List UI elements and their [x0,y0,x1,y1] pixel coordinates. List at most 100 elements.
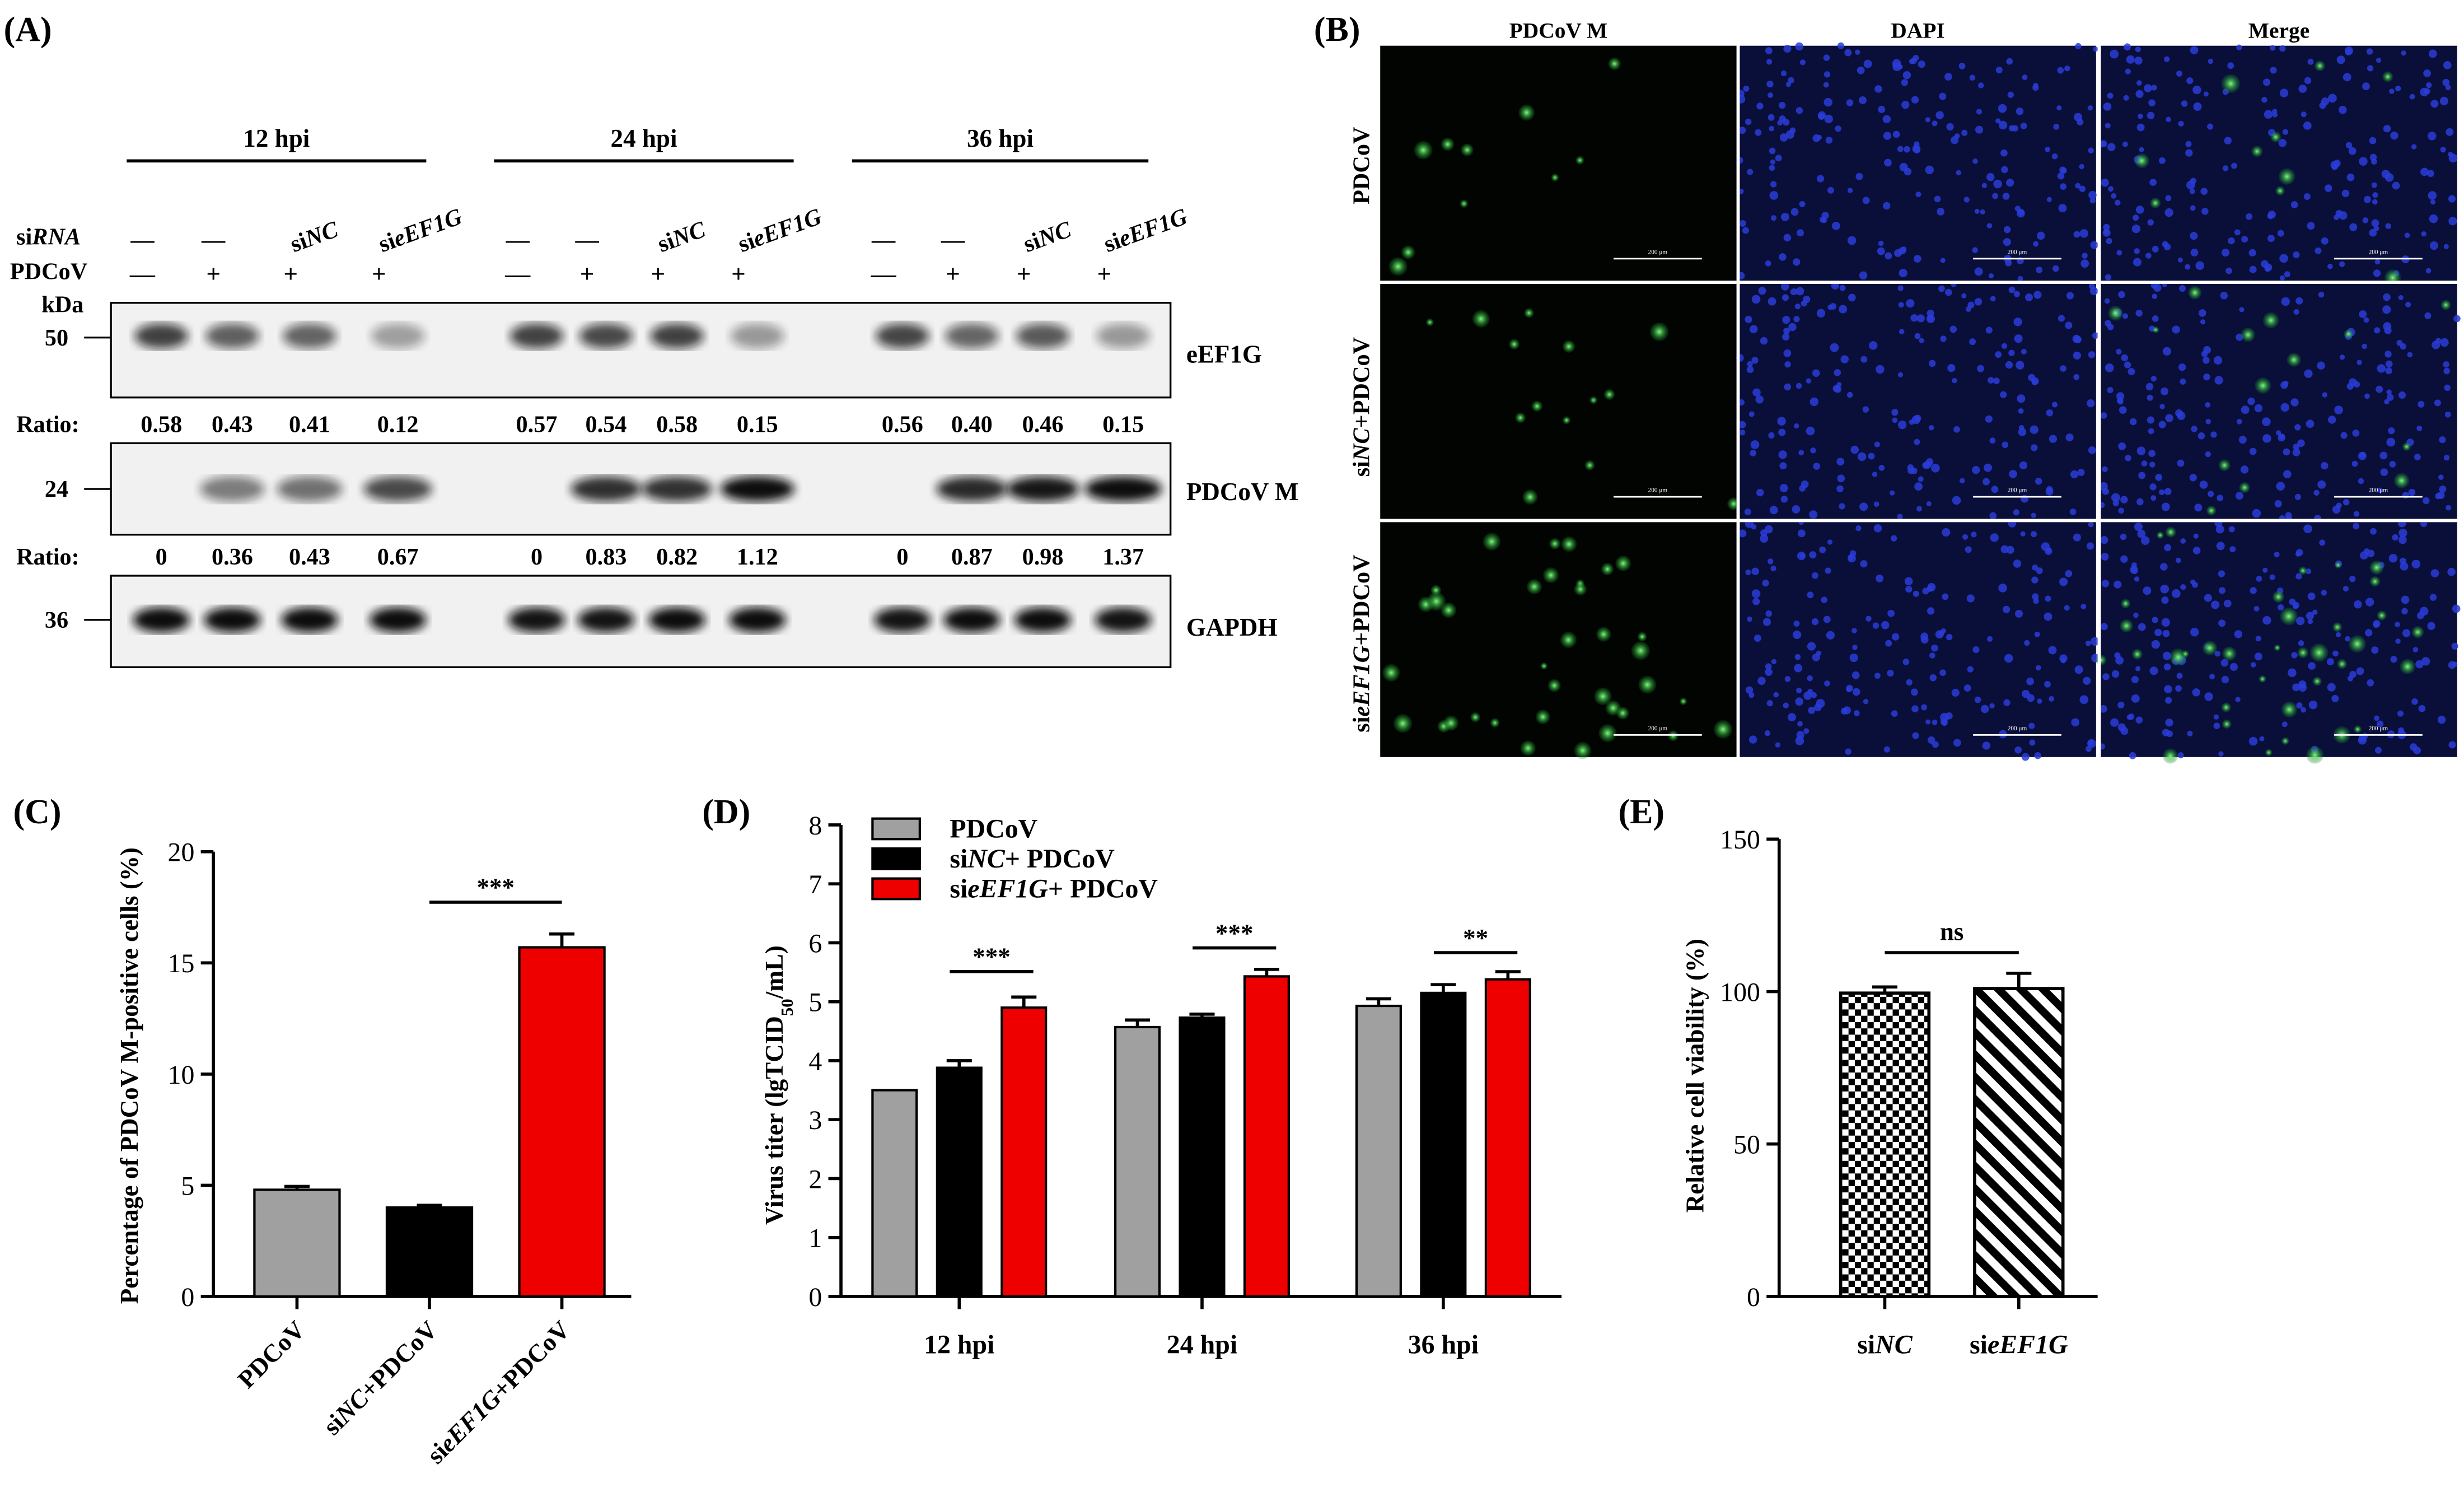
dapi-nucleus [2447,567,2456,576]
dapi-nucleus [1942,528,1951,537]
dapi-nucleus [1811,692,1817,698]
dapi-nucleus [1816,309,1826,318]
dapi-nucleus [1937,208,1945,216]
dapi-nucleus [2118,291,2125,299]
gfp-cell [2315,60,2326,72]
dapi-nucleus [2381,170,2390,179]
gfp-cell [1549,538,1561,549]
dapi-nucleus [2164,544,2172,552]
gfp-cell [2096,655,2107,666]
dapi-nucleus [2135,666,2141,671]
dapi-nucleus [2136,123,2145,132]
dapi-nucleus [1859,271,1868,280]
pdcov-mark: + [206,260,221,288]
gfp-cell [1574,741,1592,759]
dapi-nucleus [2200,188,2208,195]
dapi-nucleus [1961,129,1968,136]
gfp-cell [1382,664,1400,682]
dapi-nucleus [2013,291,2020,297]
dapi-nucleus [1835,125,1841,132]
dapi-nucleus [1823,615,1831,623]
bar [936,1066,983,1298]
dapi-nucleus [1765,260,1771,267]
dapi-nucleus [1922,587,1929,595]
dapi-nucleus [2298,640,2304,646]
dapi-nucleus [2443,244,2449,249]
dapi-nucleus [2289,598,2296,605]
dapi-nucleus [2306,612,2315,620]
dapi-nucleus [2383,293,2391,301]
bar [253,1188,341,1298]
dapi-nucleus [1859,502,1868,511]
dapi-nucleus [2020,531,2026,537]
dapi-nucleus [1882,115,1891,124]
micrograph-tile: 200 μm [1736,42,2098,282]
dapi-nucleus [2108,186,2114,192]
dapi-nucleus [2000,545,2009,553]
bar [1179,1016,1226,1298]
dapi-nucleus [2125,455,2131,461]
dapi-nucleus [2362,82,2370,91]
dapi-nucleus [1967,666,1974,673]
gfp-cell [2222,719,2232,729]
bar [1000,1006,1048,1298]
y-tick-label: 3 [808,1106,822,1135]
dapi-nucleus [2407,352,2413,358]
dapi-nucleus [2058,315,2065,322]
dapi-nucleus [2079,695,2089,705]
dapi-nucleus [2032,84,2039,91]
dapi-nucleus [1836,458,1845,466]
dapi-nucleus [1780,70,1787,77]
dapi-nucleus [1781,282,1789,291]
dapi-nucleus [2104,298,2110,304]
dapi-nucleus [2428,191,2437,200]
dapi-nucleus [2294,493,2301,500]
dapi-nucleus [1911,705,1919,712]
scale-bar-label: 200 μm [2008,249,2027,255]
dapi-nucleus [1794,654,1801,660]
dapi-nucleus [2398,295,2404,300]
dapi-nucleus [2177,257,2183,263]
dapi-nucleus [2116,392,2125,400]
x-tick-label: 12 hpi [924,1330,994,1359]
dapi-nucleus [2211,600,2220,609]
dapi-nucleus [2228,237,2235,245]
gfp-cell [2251,146,2263,157]
dapi-nucleus [2362,343,2367,349]
dapi-nucleus [2248,249,2256,257]
dapi-nucleus [2443,367,2450,375]
dapi-nucleus [2198,309,2206,317]
dapi-nucleus [1989,512,1997,520]
dapi-nucleus [2291,652,2298,659]
dapi-nucleus [2088,521,2094,528]
dapi-nucleus [2214,376,2223,385]
row-label-sinc-pdcov: siNC+PDCoV [1349,337,1375,477]
dapi-nucleus [2074,665,2083,674]
dapi-nucleus [1824,680,1830,687]
dapi-nucleus [1824,114,1833,124]
dapi-nucleus [2330,161,2339,170]
dapi-nucleus [2277,230,2284,237]
dapi-nucleus [2254,404,2263,413]
dapi-nucleus [2215,525,2224,534]
band-gapdh [369,607,427,633]
dapi-nucleus [2118,442,2126,450]
dapi-nucleus [2388,427,2395,435]
dapi-nucleus [2205,402,2211,408]
dapi-nucleus [1920,632,1928,641]
dapi-nucleus [1874,85,1882,93]
gfp-cell [1535,710,1550,725]
dapi-nucleus [2086,542,2094,550]
dapi-nucleus [2107,92,2114,99]
dapi-nucleus [1855,49,1860,55]
dapi-nucleus [2064,66,2070,72]
mw-50: 50 [45,325,68,351]
pdcov-mark: — [129,260,156,288]
dapi-nucleus [1907,464,1914,471]
band-gapdh [729,607,786,633]
gfp-cell [1460,199,1469,208]
dapi-nucleus [2118,507,2124,514]
dapi-nucleus [2418,705,2426,712]
dapi-nucleus [2451,642,2458,650]
dapi-nucleus [2126,714,2132,720]
